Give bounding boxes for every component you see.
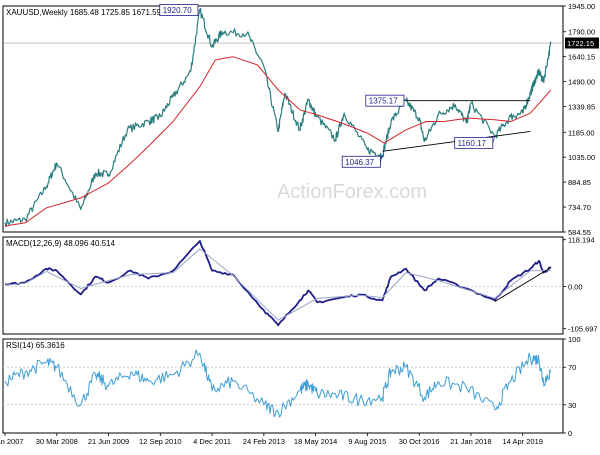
current-value-label: 1722.15 [567,39,594,48]
y-tick-label-price: 584.55 [568,228,591,237]
series-line-rsi [4,349,552,418]
y-tick-label-price: 1640.15 [568,53,595,62]
x-tick-label: 18 May 2014 [294,437,337,446]
current-value-marker [565,37,599,49]
macd-panel-frame [2,236,564,335]
rsi-panel-frame [2,338,564,434]
y-tick-label-price: 884.85 [568,178,591,187]
series-layer [4,7,552,418]
y-tick-label-macd: -105.697 [568,324,598,333]
x-tick-label: 14 Apr 2019 [502,437,542,446]
y-tick-label-price: 1945.00 [568,2,595,11]
x-axis-layer: 7 Jan 2007 30 Mar 2008 21 Jun 2009 12 Sep 2… [0,433,543,446]
annotation-leader [380,155,383,162]
y-tick-label-price: 734.70 [568,203,591,212]
y-axis-layer: 1945.00 1790.00 1640.15 1490.00 1339.85 1185.… [563,2,599,438]
y-tick-label-rsi: 0 [568,429,572,438]
x-tick-label: 7 Jan 2007 [0,437,24,446]
watermark: ActionForex.com [277,181,427,203]
y-tick-label-price: 1185.00 [568,128,595,137]
series-line-macd [5,240,552,327]
x-tick-label: 21 Jan 2018 [450,437,491,446]
annotation-label: 1160.17 [458,139,487,148]
x-tick-label: 30 Oct 2016 [399,437,440,446]
series-line-price [4,7,552,228]
annotation-leader [492,136,496,143]
y-tick-label-rsi: 70 [568,363,576,372]
annotation-label: 1375.17 [369,97,398,106]
trendline-macd [494,267,552,302]
x-tick-label: 12 Sep 2010 [139,437,182,446]
macd-panel-title: MACD(12,26,9) 48.096 40.514 [6,239,116,248]
rsi-panel-title: RSI(14) 65.3616 [6,341,65,350]
y-tick-label-price: 1035.00 [568,153,595,162]
series-line-signal [4,248,552,321]
annotation-layer: 1920.70 1375.17 1046.37 1160.17 [159,4,552,302]
x-tick-label: 24 Feb 2013 [243,437,285,446]
y-tick-label-macd: 118.194 [568,236,595,245]
x-tick-label: 21 Jun 2009 [88,437,129,446]
grid-lines [3,42,563,406]
y-tick-label-price: 1790.00 [568,28,595,37]
annotation-label: 1920.70 [163,6,192,15]
y-tick-label-rsi: 30 [568,401,576,410]
y-tick-label-price: 1339.85 [568,103,595,112]
y-tick-label-rsi: 100 [568,335,581,344]
annotation-label: 1046.37 [345,158,374,167]
x-tick-label: 30 Mar 2008 [36,437,78,446]
price-panel-title: XAUUSD,Weekly 1685.48 1725.85 1671.59 17… [6,8,193,17]
x-tick-label: 9 Aug 2015 [348,437,386,446]
price-panel-frame [2,5,564,233]
y-tick-label-macd: 0.00 [568,282,583,291]
series-line-ma [4,56,552,227]
x-tick-label: 4 Dec 2011 [193,437,231,446]
y-tick-label-price: 1490.00 [568,78,595,87]
